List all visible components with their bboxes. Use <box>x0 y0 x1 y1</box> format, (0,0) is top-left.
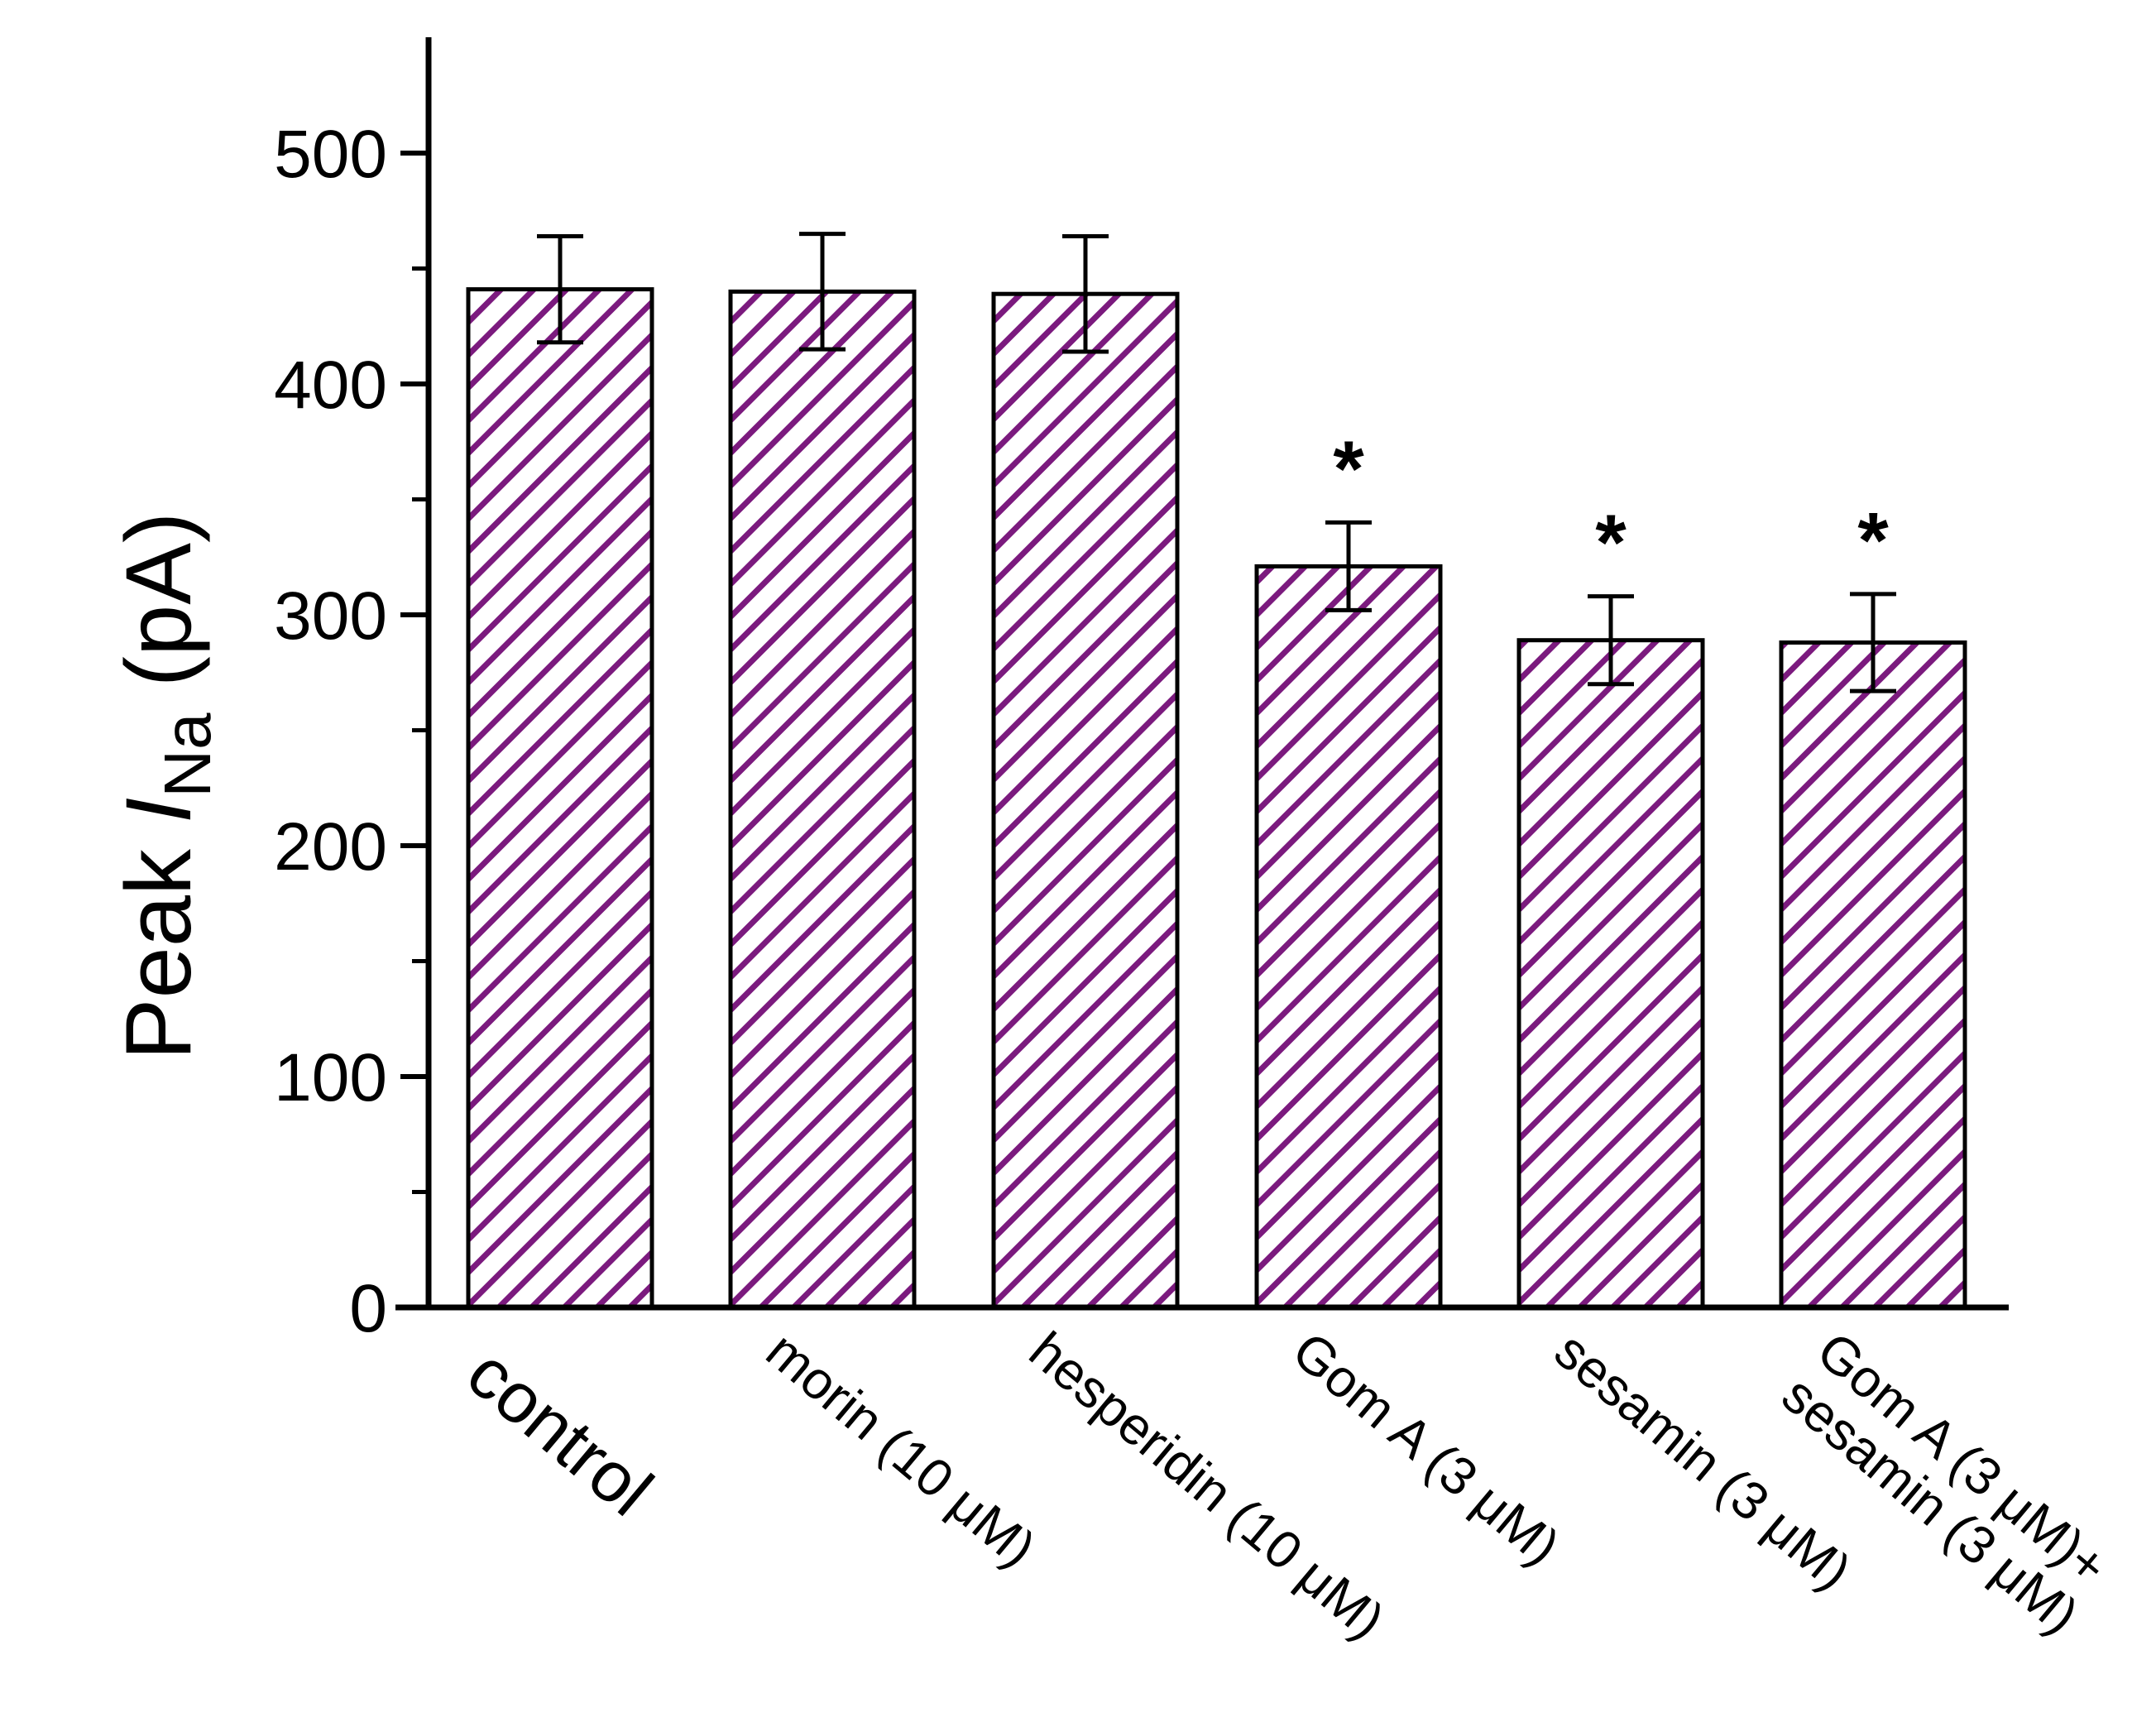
x-category-label: morin (10 μM) <box>755 1321 1047 1579</box>
y-tick-label: 500 <box>274 117 387 192</box>
bar <box>1779 640 1967 1310</box>
y-tick-label: 0 <box>349 1271 387 1346</box>
bar <box>991 291 1180 1310</box>
bar <box>1254 564 1443 1310</box>
svg-text:Peak INa (pA): Peak INa (pA) <box>107 512 224 1061</box>
x-category-label: Gom A (3 μM) <box>1282 1321 1571 1577</box>
bar <box>1516 638 1705 1310</box>
significance-star: * <box>1333 425 1364 513</box>
significance-star: * <box>1595 499 1627 588</box>
bar <box>466 287 654 1310</box>
x-category-label-line: control <box>453 1333 667 1531</box>
error-bars-group <box>537 232 1896 693</box>
y-axis-title-symbol: I <box>107 798 210 823</box>
x-category-label-line: Gom A (3 μM) <box>1282 1321 1571 1577</box>
y-axis-title: Peak INa (pA) <box>107 512 224 1061</box>
axes <box>395 37 2009 1311</box>
y-tick-label: 400 <box>274 348 387 423</box>
x-category-label: control <box>453 1333 667 1531</box>
y-axis-title-prefix: Peak <box>107 823 210 1060</box>
significance-markers: * * * <box>1333 425 1889 587</box>
y-axis-title-subscript: Na <box>151 712 224 798</box>
bar <box>728 289 917 1310</box>
y-tick-label: 300 <box>274 578 387 654</box>
y-axis-title-unit: (pA) <box>107 512 210 713</box>
x-category-labels: control morin (10 μM)hesperidin (10 μM)Go… <box>453 1321 2120 1651</box>
x-category-label-line: morin (10 μM) <box>755 1321 1047 1579</box>
y-tick-label: 100 <box>274 1040 387 1115</box>
bars-group <box>466 287 1967 1310</box>
significance-star: * <box>1857 496 1889 585</box>
y-tick-label: 200 <box>274 809 387 885</box>
y-ticks: 0 100 200 300 400 500 <box>274 117 429 1346</box>
